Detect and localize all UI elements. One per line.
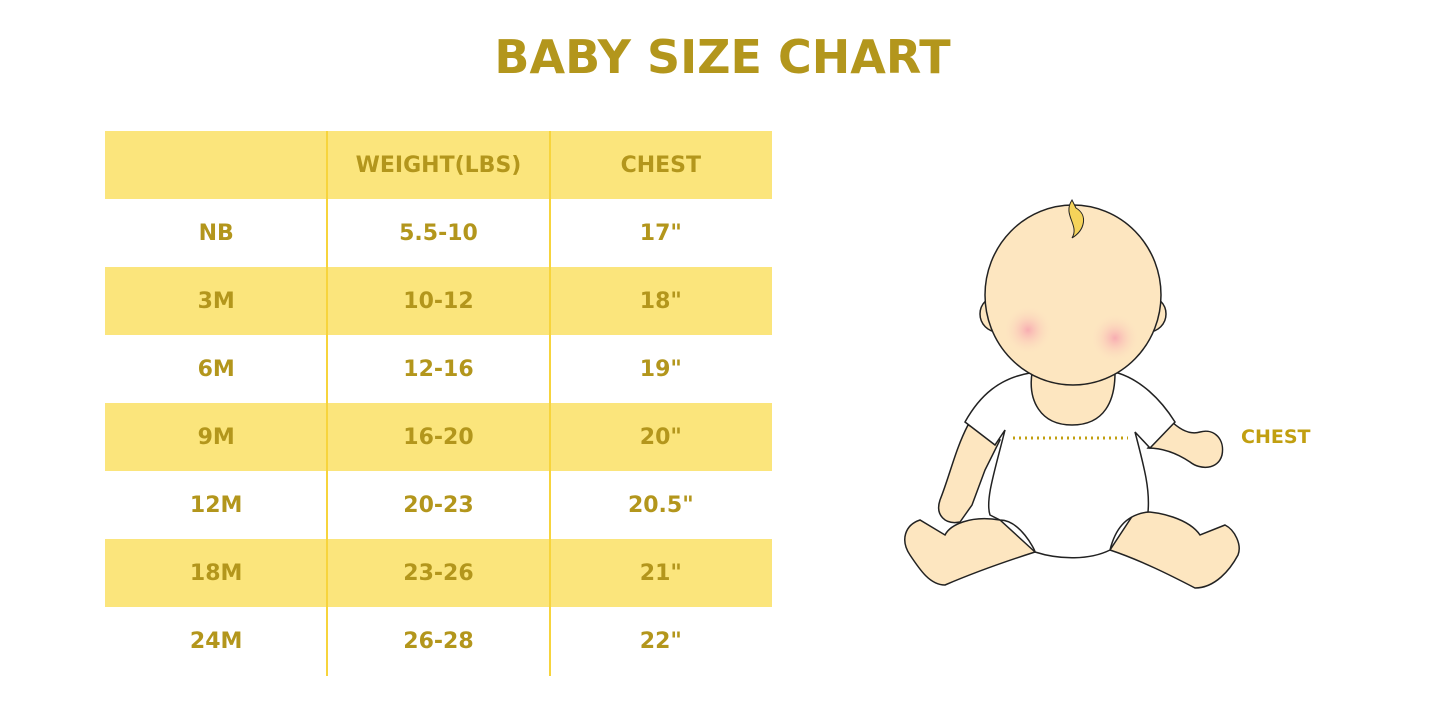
column-divider [326,131,328,676]
page-title: BABY SIZE CHART [494,30,951,84]
table-row: 24M 26-28 22" [105,607,772,675]
table-cell: 19" [639,356,682,382]
table-cell: 20-23 [403,492,474,518]
table-cell: 24M [189,628,243,654]
table-cell: 10-12 [403,288,474,314]
table-cell: 3M [197,288,235,314]
size-table: WEIGHT(LBS) CHEST NB 5.5-10 17" 3M 10-12 18" 6M 1… [105,131,772,675]
table-row: 3M 10-12 18" [105,267,772,335]
table-cell: 22" [639,628,682,654]
table-cell: 16-20 [403,424,474,450]
table-cell: 12M [189,492,243,518]
table-cell: 20.5" [627,492,694,518]
table-cell: 9M [197,424,235,450]
column-header: CHEST [620,152,702,178]
table-row: NB 5.5-10 17" [105,199,772,267]
table-row: 12M 20-23 20.5" [105,471,772,539]
table-cell: 23-26 [403,560,474,586]
table-cell: 18" [639,288,682,314]
table-cell: 6M [197,356,235,382]
table-cell: NB [198,220,234,246]
column-divider [549,131,551,676]
table-cell: 17" [639,220,682,246]
column-header: WEIGHT(LBS) [355,152,522,178]
header-row: WEIGHT(LBS) CHEST [105,131,772,199]
table-row: 6M 12-16 19" [105,335,772,403]
table-cell: 12-16 [403,356,474,382]
table-cell: 5.5-10 [399,220,478,246]
table-row: 9M 16-20 20" [105,403,772,471]
table-row: 18M 23-26 21" [105,539,772,607]
chest-label: CHEST [1241,426,1311,448]
table-cell: 20" [639,424,682,450]
table-cell: 18M [189,560,243,586]
table-cell: 21" [639,560,682,586]
table-cell: 26-28 [403,628,474,654]
